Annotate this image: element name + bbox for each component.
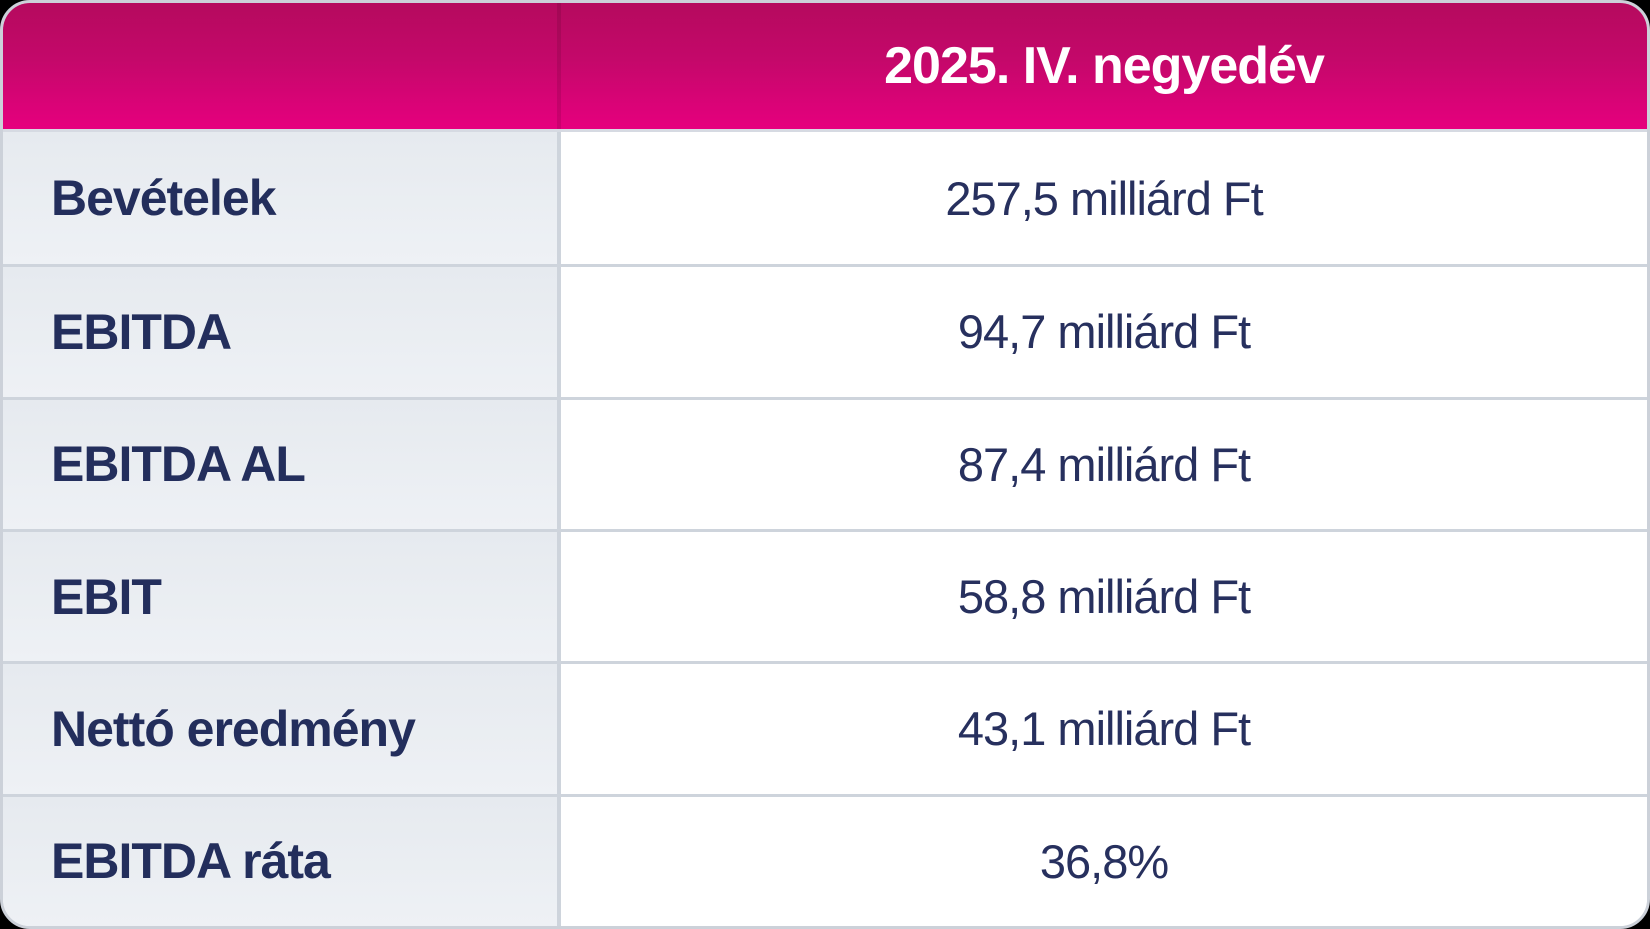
table-body: Bevételek 257,5 milliárd Ft EBITDA 94,7 … xyxy=(3,132,1647,926)
row-value-ebitda-al: 87,4 milliárd Ft xyxy=(561,396,1647,529)
row-value-ebitda-rata: 36,8% xyxy=(561,793,1647,926)
row-value-ebitda: 94,7 milliárd Ft xyxy=(561,264,1647,397)
period-header: 2025. IV. negyedév xyxy=(884,37,1325,95)
row-label-ebit: EBIT xyxy=(3,528,561,662)
row-label-ebitda-rata: EBITDA ráta xyxy=(3,793,561,926)
row-value-bevetelek: 257,5 milliárd Ft xyxy=(561,132,1647,265)
row-label-bevetelek: Bevételek xyxy=(3,132,561,265)
row-label-ebitda: EBITDA xyxy=(3,264,561,397)
row-value-ebit: 58,8 milliárd Ft xyxy=(561,528,1647,662)
row-value-netto-eredmeny: 43,1 milliárd Ft xyxy=(561,661,1647,794)
header-empty-cell xyxy=(3,3,561,129)
row-label-ebitda-al: EBITDA AL xyxy=(3,396,561,529)
row-label-netto-eredmeny: Nettó eredmény xyxy=(3,661,561,794)
table-row: EBIT 58,8 milliárd Ft xyxy=(3,528,1647,662)
table-row: EBITDA ráta 36,8% xyxy=(3,793,1647,926)
table-row: EBITDA 94,7 milliárd Ft xyxy=(3,264,1647,397)
table-row: Bevételek 257,5 milliárd Ft xyxy=(3,132,1647,265)
table-row: EBITDA AL 87,4 milliárd Ft xyxy=(3,396,1647,529)
table-row: Nettó eredmény 43,1 milliárd Ft xyxy=(3,661,1647,794)
table-header-row: 2025. IV. negyedév xyxy=(3,3,1647,132)
